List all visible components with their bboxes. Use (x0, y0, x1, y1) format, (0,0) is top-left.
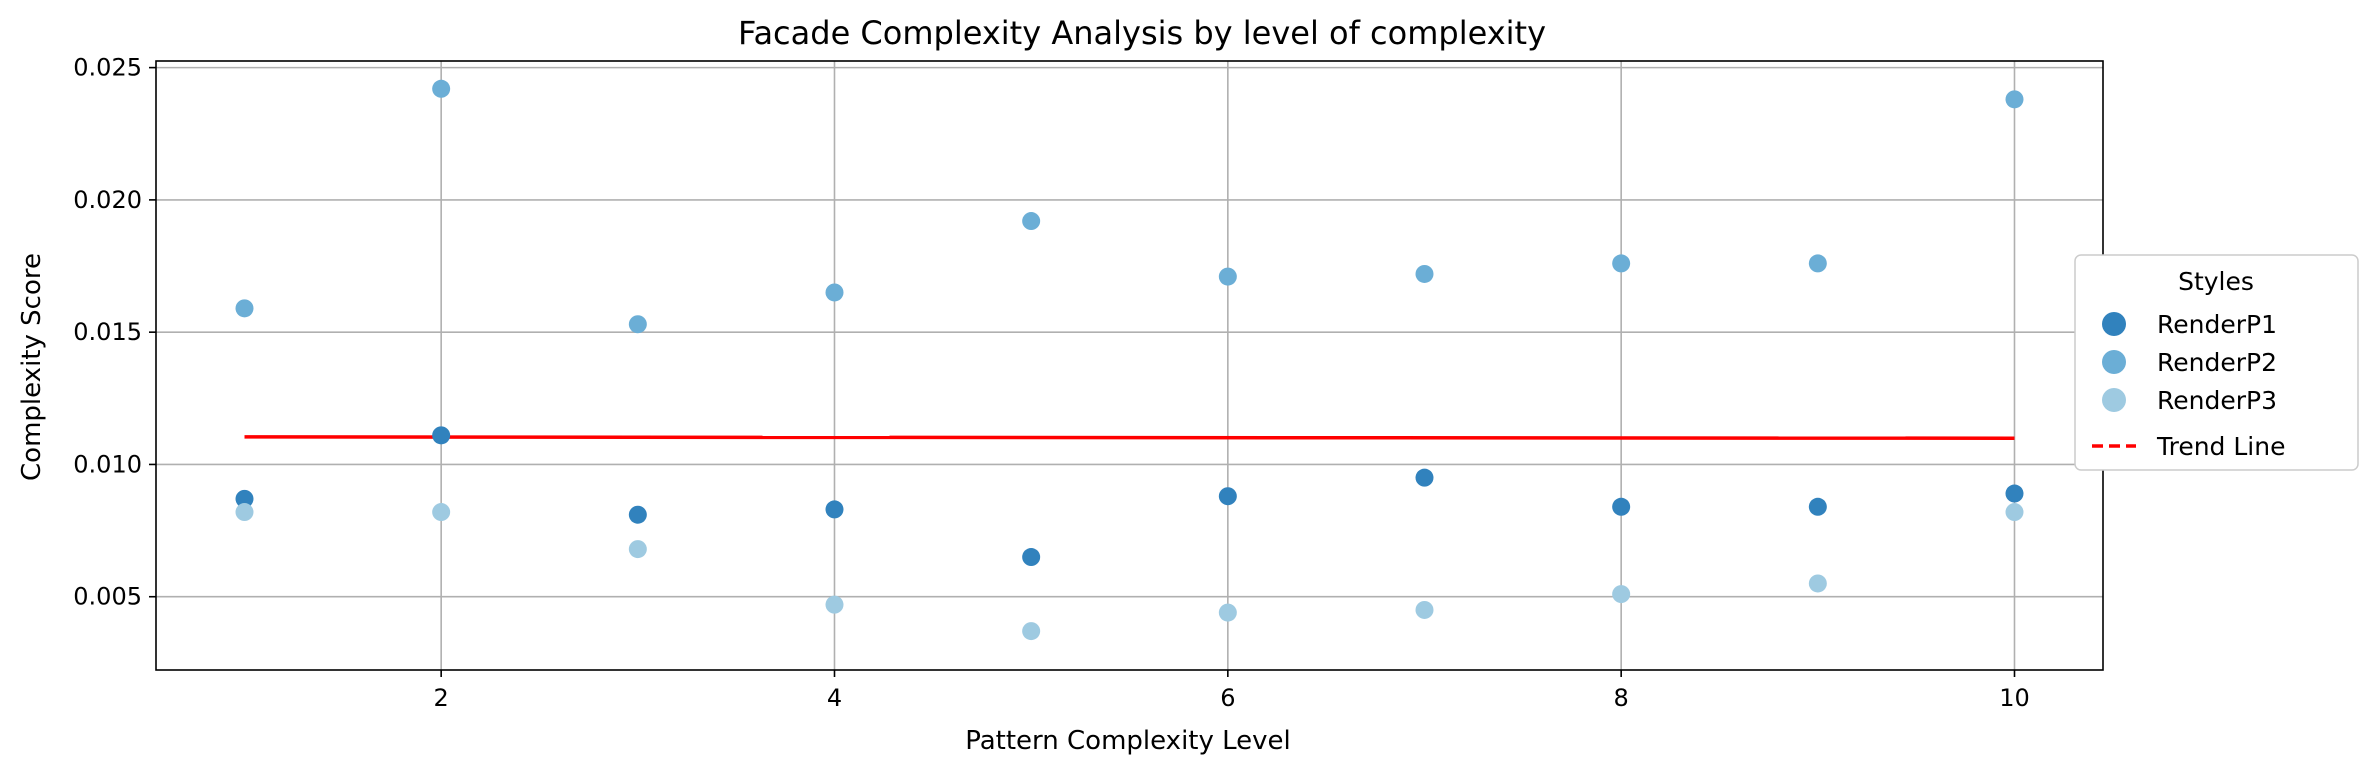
point-renderp1-9 (1808, 497, 1827, 516)
legend-label-renderp1: RenderP1 (2157, 310, 2277, 339)
point-renderp2-2 (432, 79, 451, 98)
point-renderp3-3 (628, 540, 647, 559)
x-tick-label: 4 (827, 684, 842, 712)
point-renderp1-10 (2005, 484, 2024, 503)
point-renderp3-9 (1808, 574, 1827, 593)
point-renderp2-8 (1612, 254, 1631, 273)
x-axis-label: Pattern Complexity Level (965, 726, 1291, 756)
point-renderp1-4 (825, 500, 844, 519)
x-tick-label: 10 (1999, 684, 2030, 712)
point-renderp1-1 (235, 489, 254, 508)
point-renderp1-3 (628, 505, 647, 524)
legend-label-renderp2: RenderP2 (2157, 348, 2277, 377)
point-renderp2-4 (825, 283, 844, 302)
chart-title: Facade Complexity Analysis by level of c… (738, 14, 1546, 52)
legend-title: Styles (2178, 267, 2254, 296)
point-renderp2-1 (235, 299, 254, 318)
y-axis-label: Complexity Score (17, 253, 47, 481)
point-renderp3-2 (432, 503, 451, 522)
legend-marker-renderp3 (2102, 388, 2126, 412)
y-axis-ticks: 0.005 0.010 0.015 0.020 0.025 (73, 54, 156, 611)
point-renderp2-3 (628, 315, 647, 334)
legend-marker-renderp2 (2102, 350, 2126, 374)
point-renderp1-6 (1218, 487, 1237, 506)
point-renderp3-4 (825, 595, 844, 614)
x-tick-label: 8 (1614, 684, 1629, 712)
point-renderp1-5 (1022, 548, 1041, 567)
legend-items: RenderP1 RenderP2 RenderP3 Trend Line (2092, 310, 2285, 461)
point-renderp2-10 (2005, 90, 2024, 109)
legend-label-renderp3: RenderP3 (2157, 386, 2277, 415)
point-renderp2-7 (1415, 264, 1434, 283)
y-tick-label: 0.015 (73, 318, 142, 346)
y-tick-label: 0.010 (73, 450, 142, 478)
point-renderp2-5 (1022, 212, 1041, 231)
point-renderp3-10 (2005, 503, 2024, 522)
y-tick-label: 0.025 (73, 54, 142, 82)
point-renderp3-8 (1612, 585, 1631, 604)
point-renderp3-7 (1415, 600, 1434, 619)
legend-box (2074, 254, 2359, 471)
trend-line (244, 435, 2015, 441)
trend-line-layer (244, 435, 2015, 441)
point-renderp3-6 (1218, 603, 1237, 622)
point-renderp3-5 (1022, 622, 1041, 641)
grid-lines (156, 61, 2103, 670)
data-points (235, 79, 2024, 641)
y-tick-label: 0.020 (73, 186, 142, 214)
legend-marker-renderp1 (2102, 312, 2126, 336)
point-renderp1-7 (1415, 468, 1434, 487)
y-tick-label: 0.005 (73, 583, 142, 611)
point-renderp1-2 (432, 426, 451, 445)
x-axis-ticks: 2 4 6 8 10 (434, 670, 2030, 712)
legend-label-trend-line: Trend Line (2156, 432, 2285, 461)
point-renderp3-1 (235, 503, 254, 522)
point-renderp2-9 (1808, 254, 1827, 273)
point-renderp1-8 (1612, 497, 1631, 516)
x-tick-label: 6 (1220, 684, 1235, 712)
x-tick-label: 2 (434, 684, 449, 712)
legend: Styles RenderP1 RenderP2 RenderP3 Trend Lin… (2074, 254, 2359, 471)
point-renderp2-6 (1218, 267, 1237, 286)
